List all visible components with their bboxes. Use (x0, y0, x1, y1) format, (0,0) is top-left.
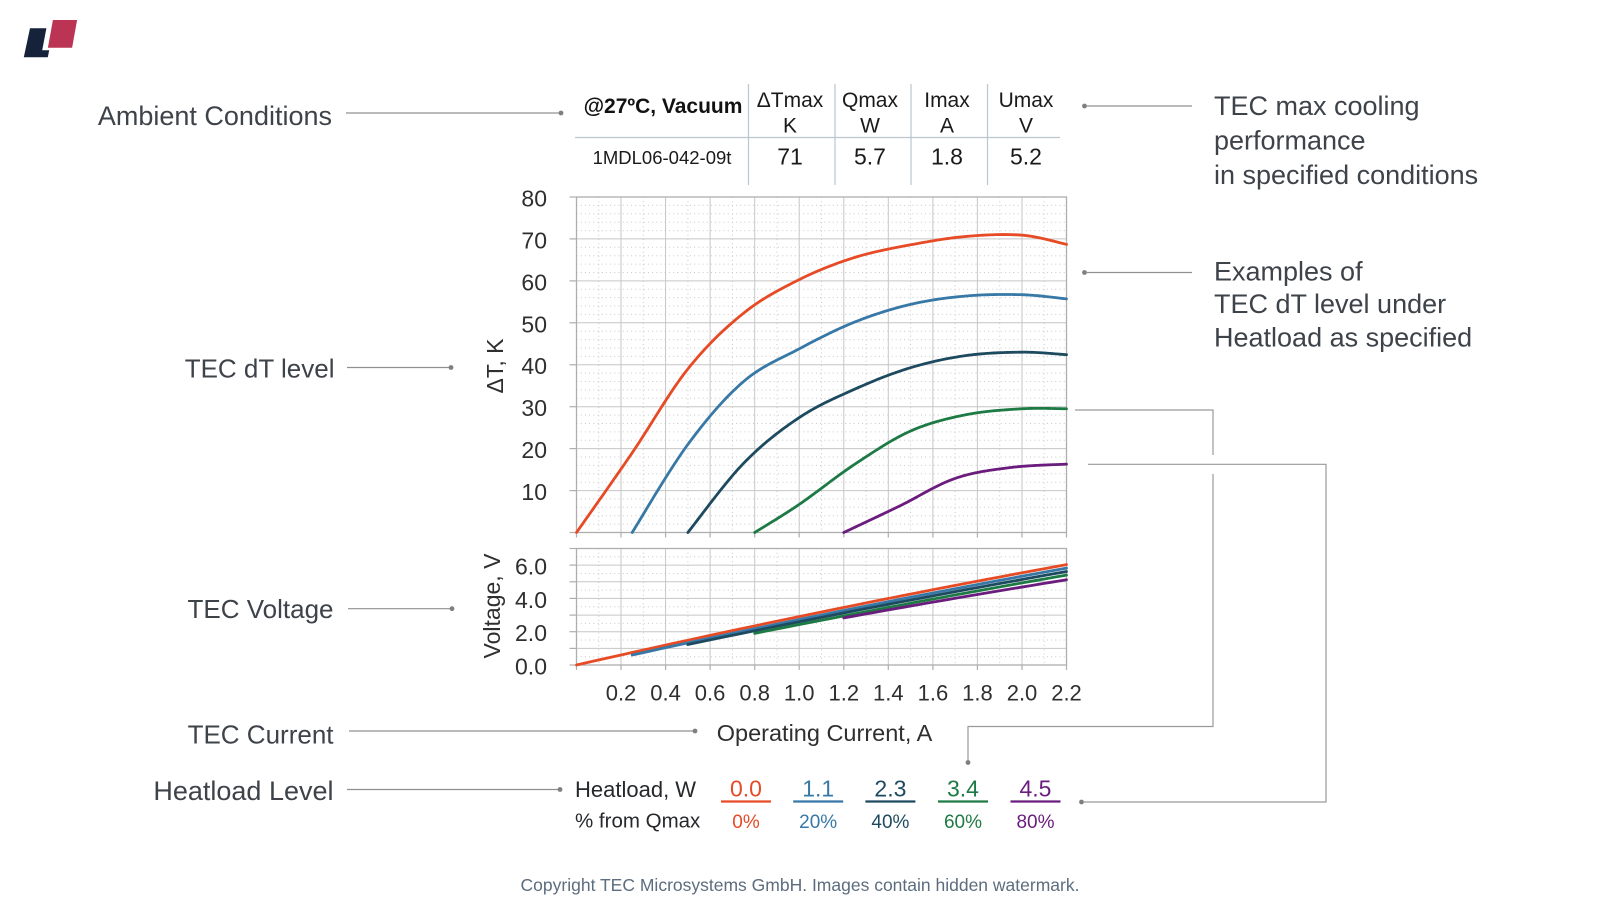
svg-text:@27ºC, Vacuum: @27ºC, Vacuum (584, 95, 743, 118)
svg-text:1.0: 1.0 (784, 681, 815, 706)
svg-text:0.0: 0.0 (730, 776, 762, 802)
svg-text:50: 50 (521, 311, 547, 337)
svg-text:80: 80 (521, 186, 547, 212)
svg-text:Qmax: Qmax (842, 89, 899, 112)
svg-text:0%: 0% (732, 812, 760, 833)
svg-text:1.8: 1.8 (931, 144, 963, 170)
svg-text:TEC dT level under: TEC dT level under (1214, 289, 1446, 319)
svg-text:0.4: 0.4 (650, 681, 681, 706)
svg-text:6.0: 6.0 (515, 554, 547, 580)
svg-text:ΔT, K: ΔT, K (482, 338, 508, 394)
svg-text:ΔTmax: ΔTmax (757, 89, 824, 112)
svg-text:0.6: 0.6 (695, 681, 726, 706)
svg-text:1.2: 1.2 (829, 681, 860, 706)
svg-text:2.3: 2.3 (874, 776, 906, 802)
svg-text:0.8: 0.8 (739, 681, 770, 706)
svg-text:TEC Voltage: TEC Voltage (188, 594, 334, 624)
svg-text:80%: 80% (1016, 812, 1054, 833)
svg-text:1.1: 1.1 (802, 776, 834, 802)
svg-text:5.2: 5.2 (1010, 144, 1042, 170)
svg-text:K: K (783, 115, 797, 138)
svg-text:30: 30 (521, 395, 547, 421)
svg-text:2.2: 2.2 (1051, 681, 1082, 706)
svg-text:4.0: 4.0 (515, 587, 547, 613)
svg-text:performance: performance (1214, 126, 1366, 156)
svg-text:Heatload Level: Heatload Level (153, 776, 333, 806)
svg-text:Copyright TEC Microsystems Gmb: Copyright TEC Microsystems GmbH. Images … (521, 875, 1080, 895)
svg-text:Heatload as specified: Heatload as specified (1214, 323, 1472, 353)
svg-text:1.6: 1.6 (918, 681, 949, 706)
svg-text:Operating Current, A: Operating Current, A (717, 720, 933, 746)
svg-text:TEC Current: TEC Current (188, 720, 335, 750)
svg-text:0.0: 0.0 (515, 654, 547, 680)
svg-text:TEC dT level: TEC dT level (185, 354, 335, 384)
svg-text:70: 70 (521, 227, 547, 253)
svg-text:% from Qmax: % from Qmax (575, 810, 701, 833)
svg-text:60: 60 (521, 269, 547, 295)
svg-text:60%: 60% (944, 812, 982, 833)
svg-text:1.8: 1.8 (962, 681, 993, 706)
svg-text:20: 20 (521, 437, 547, 463)
svg-text:in specified conditions: in specified conditions (1214, 160, 1478, 190)
svg-text:2.0: 2.0 (515, 620, 547, 646)
svg-text:40%: 40% (871, 812, 909, 833)
svg-text:Examples of: Examples of (1214, 257, 1363, 287)
svg-text:W: W (860, 115, 880, 138)
svg-text:Imax: Imax (924, 89, 970, 112)
svg-text:1.4: 1.4 (873, 681, 904, 706)
svg-text:5.7: 5.7 (854, 144, 886, 170)
svg-text:A: A (940, 115, 954, 138)
svg-text:TEC max cooling: TEC max cooling (1214, 91, 1420, 121)
svg-text:4.5: 4.5 (1020, 776, 1052, 802)
svg-text:10: 10 (521, 479, 547, 505)
svg-text:Voltage, V: Voltage, V (479, 553, 505, 659)
svg-text:40: 40 (521, 353, 547, 379)
svg-text:3.4: 3.4 (947, 776, 979, 802)
svg-text:Ambient Conditions: Ambient Conditions (98, 101, 332, 131)
svg-text:1MDL06-042-09t: 1MDL06-042-09t (593, 147, 732, 168)
svg-text:0.2: 0.2 (606, 681, 637, 706)
svg-text:2.0: 2.0 (1007, 681, 1038, 706)
svg-text:71: 71 (777, 144, 803, 170)
svg-text:V: V (1019, 115, 1033, 138)
svg-text:Umax: Umax (999, 89, 1054, 112)
svg-text:20%: 20% (799, 812, 837, 833)
svg-text:Heatload, W: Heatload, W (575, 777, 696, 802)
